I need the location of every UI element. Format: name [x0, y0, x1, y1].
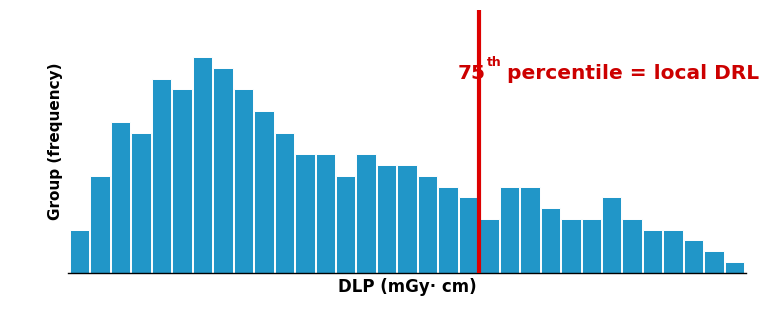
Bar: [295, 154, 314, 273]
Bar: [418, 176, 438, 273]
Bar: [91, 176, 110, 273]
Bar: [705, 251, 724, 273]
Bar: [152, 79, 171, 273]
Bar: [316, 154, 335, 273]
Bar: [356, 154, 376, 273]
Bar: [521, 187, 540, 273]
Bar: [664, 230, 683, 273]
Bar: [336, 176, 355, 273]
Bar: [377, 165, 396, 273]
Bar: [684, 240, 703, 273]
Bar: [479, 219, 498, 273]
Bar: [643, 230, 662, 273]
Bar: [111, 122, 130, 273]
Bar: [275, 133, 294, 273]
Bar: [397, 165, 417, 273]
Bar: [561, 219, 581, 273]
Text: percentile = local DRL: percentile = local DRL: [500, 64, 759, 83]
Text: th: th: [486, 56, 501, 69]
Y-axis label: Group (frequency): Group (frequency): [48, 63, 63, 220]
Bar: [500, 187, 519, 273]
Bar: [234, 90, 253, 273]
Bar: [602, 197, 622, 273]
Bar: [540, 208, 560, 273]
Bar: [459, 197, 478, 273]
Bar: [438, 187, 458, 273]
X-axis label: DLP (mGy· cm): DLP (mGy· cm): [338, 278, 476, 296]
Bar: [622, 219, 642, 273]
Bar: [172, 90, 192, 273]
Bar: [132, 133, 151, 273]
Text: 75: 75: [458, 64, 486, 83]
Bar: [254, 111, 274, 273]
Bar: [193, 57, 212, 273]
Bar: [70, 230, 90, 273]
Bar: [724, 262, 744, 273]
Bar: [213, 68, 233, 273]
Bar: [581, 219, 601, 273]
